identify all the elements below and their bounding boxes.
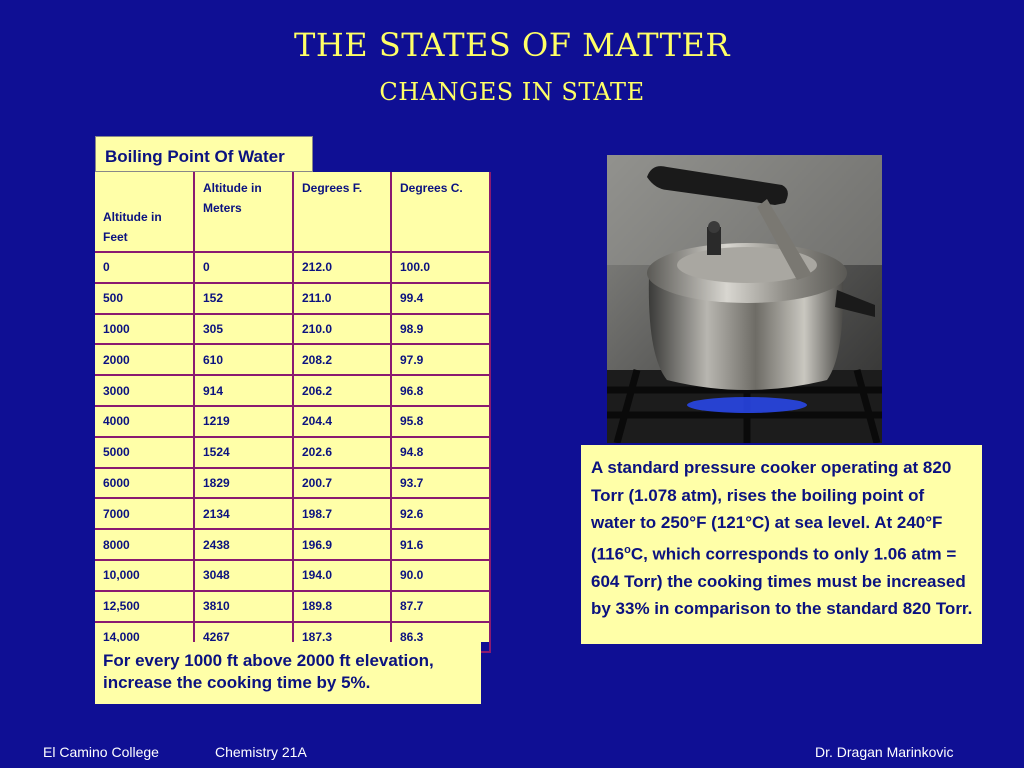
pressure-cooker-photo [607, 155, 882, 444]
boiling-point-table: Altitude in Feet Altitude in Meters Degr… [95, 172, 491, 654]
cell-altitude-meters: 1219 [194, 405, 294, 438]
cell-altitude-meters: 152 [194, 282, 294, 315]
cell-degrees-c: 90.0 [391, 559, 491, 592]
cell-altitude-feet: 10,000 [95, 559, 195, 592]
table-row: 4000 1219 204.4 95.8 [95, 405, 491, 438]
cell-degrees-c: 97.9 [391, 344, 491, 377]
table-row: 2000 610 208.2 97.9 [95, 344, 491, 377]
cell-altitude-meters: 0 [194, 252, 294, 284]
cell-degrees-f: 198.7 [293, 498, 392, 531]
note-text-part2: C, which corresponds to only 1.06 atm = … [591, 544, 973, 619]
cell-degrees-c: 87.7 [391, 590, 491, 623]
cell-altitude-feet: 8000 [95, 529, 195, 561]
header-degrees-f: Degrees F. [293, 172, 392, 253]
cell-altitude-meters: 1524 [194, 436, 294, 469]
cell-degrees-f: 208.2 [293, 344, 392, 377]
cell-altitude-feet: 6000 [95, 467, 195, 500]
cell-degrees-f: 189.8 [293, 590, 392, 623]
degree-superscript: o [624, 543, 631, 556]
table-row: 500 152 211.0 99.4 [95, 282, 491, 315]
cell-degrees-c: 92.6 [391, 498, 491, 531]
cell-altitude-meters: 1829 [194, 467, 294, 500]
cell-degrees-c: 93.7 [391, 467, 491, 500]
cell-altitude-feet: 5000 [95, 436, 195, 469]
cell-altitude-meters: 305 [194, 313, 294, 346]
table-row: 0 0 212.0 100.0 [95, 252, 491, 284]
cell-degrees-c: 99.4 [391, 282, 491, 315]
footer-author: Dr. Dragan Marinkovic [815, 744, 954, 760]
cell-altitude-meters: 914 [194, 375, 294, 407]
cell-degrees-c: 98.9 [391, 313, 491, 346]
header-altitude-meters: Altitude in Meters [194, 172, 294, 253]
cell-altitude-feet: 500 [95, 282, 195, 315]
cell-altitude-meters: 3810 [194, 590, 294, 623]
table-row: 5000 1524 202.6 94.8 [95, 436, 491, 469]
cell-altitude-feet: 12,500 [95, 590, 195, 623]
cell-altitude-meters: 610 [194, 344, 294, 377]
footer-course: Chemistry 21A [215, 744, 307, 760]
cell-degrees-f: 204.4 [293, 405, 392, 438]
table-row: 10,000 3048 194.0 90.0 [95, 559, 491, 592]
table-row: 8000 2438 196.9 91.6 [95, 529, 491, 561]
cell-degrees-f: 202.6 [293, 436, 392, 469]
cell-degrees-c: 91.6 [391, 529, 491, 561]
cell-altitude-feet: 3000 [95, 375, 195, 407]
footer-college: El Camino College [43, 744, 159, 760]
cell-degrees-f: 206.2 [293, 375, 392, 407]
cell-degrees-c: 95.8 [391, 405, 491, 438]
table-row: 3000 914 206.2 96.8 [95, 375, 491, 407]
cell-altitude-feet: 1000 [95, 313, 195, 346]
table-caption: Boiling Point Of Water [95, 136, 313, 172]
cell-altitude-meters: 2438 [194, 529, 294, 561]
table-row: 6000 1829 200.7 93.7 [95, 467, 491, 500]
table-row: 7000 2134 198.7 92.6 [95, 498, 491, 531]
cell-altitude-feet: 2000 [95, 344, 195, 377]
cell-degrees-f: 212.0 [293, 252, 392, 284]
cell-degrees-f: 211.0 [293, 282, 392, 315]
header-degrees-c: Degrees C. [391, 172, 491, 253]
cell-degrees-c: 100.0 [391, 252, 491, 284]
cell-altitude-feet: 0 [95, 252, 195, 284]
cell-degrees-f: 196.9 [293, 529, 392, 561]
cell-altitude-feet: 4000 [95, 405, 195, 438]
cell-altitude-meters: 2134 [194, 498, 294, 531]
table-row: 12,500 3810 189.8 87.7 [95, 590, 491, 623]
slide-title: THE STATES OF MATTER [294, 26, 730, 64]
cooking-time-note: For every 1000 ft above 2000 ft elevatio… [95, 642, 481, 704]
cell-degrees-c: 96.8 [391, 375, 491, 407]
pressure-cooker-icon [607, 155, 882, 444]
cell-degrees-c: 94.8 [391, 436, 491, 469]
table-row: 1000 305 210.0 98.9 [95, 313, 491, 346]
table-header-row: Altitude in Feet Altitude in Meters Degr… [95, 172, 491, 253]
note-text-part1: A standard pressure cooker operating at … [591, 458, 952, 564]
cell-altitude-meters: 3048 [194, 559, 294, 592]
cell-altitude-feet: 7000 [95, 498, 195, 531]
slide-subtitle: CHANGES IN STATE [379, 78, 645, 106]
cell-degrees-f: 200.7 [293, 467, 392, 500]
cell-degrees-f: 194.0 [293, 559, 392, 592]
header-altitude-feet: Altitude in Feet [95, 172, 195, 253]
pressure-cooker-note: A standard pressure cooker operating at … [581, 445, 982, 644]
cell-degrees-f: 210.0 [293, 313, 392, 346]
